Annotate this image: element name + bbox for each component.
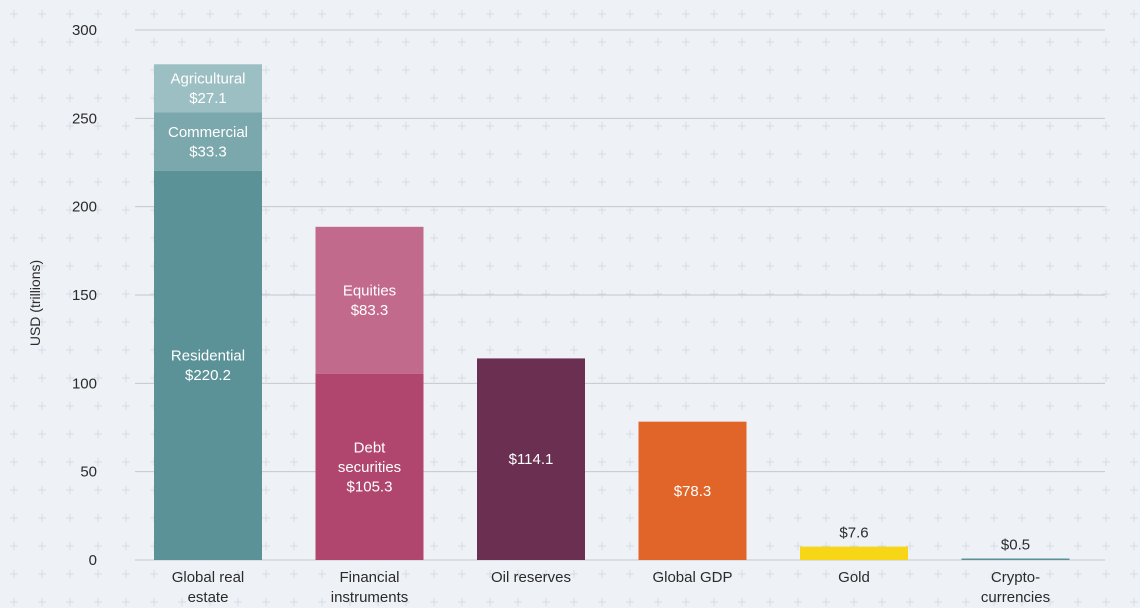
x-axis-labels: Global real estate Financial instruments Oil… [172, 569, 1050, 606]
x-tick-label: Gold [838, 569, 870, 586]
data-label: Agricultural $27.1 [170, 70, 245, 107]
bar-segment [477, 358, 585, 560]
y-axis-ticks: 0 50 100 150 200 250 300 [72, 22, 97, 569]
data-label: $114.1 [509, 451, 554, 468]
bar-segment [154, 64, 262, 113]
x-tick-label: Oil reserves [491, 569, 571, 586]
x-tick-label: Crypto-currencies [981, 569, 1050, 606]
y-tick-label: 250 [72, 110, 97, 127]
y-axis-label: USD (trillions) [27, 260, 43, 346]
bar-segment [315, 226, 424, 374]
y-tick-label: 50 [80, 464, 97, 481]
x-tick-label: Global GDP [652, 569, 732, 586]
gridlines [135, 29, 1105, 561]
y-tick-label: 100 [72, 375, 97, 392]
x-tick-label: Financial instruments [331, 569, 409, 606]
data-label: Equities $83.3 [343, 283, 396, 320]
data-labels: Residential $220.2 Commercial $33.3 Agricult… [168, 70, 1030, 553]
data-label: $78.3 [674, 483, 712, 500]
bars [154, 64, 1070, 561]
data-label: $7.6 [839, 525, 868, 542]
bar-segment [961, 558, 1070, 560]
data-label: Debt securities $105.3 [338, 439, 401, 495]
bar-segment [154, 170, 262, 561]
bar-segment [638, 421, 747, 560]
y-tick-label: 200 [72, 199, 97, 216]
bar-segment [800, 546, 908, 560]
bar-segment [154, 112, 262, 171]
data-label: Commercial $33.3 [168, 124, 248, 161]
bar-segment [315, 373, 424, 560]
data-label: Residential $220.2 [171, 348, 245, 385]
y-tick-label: 150 [72, 287, 97, 304]
y-tick-label: 300 [72, 22, 97, 39]
y-tick-label: 0 [89, 552, 97, 569]
data-label: $0.5 [1001, 537, 1030, 554]
x-tick-label: Global real estate [172, 569, 245, 606]
